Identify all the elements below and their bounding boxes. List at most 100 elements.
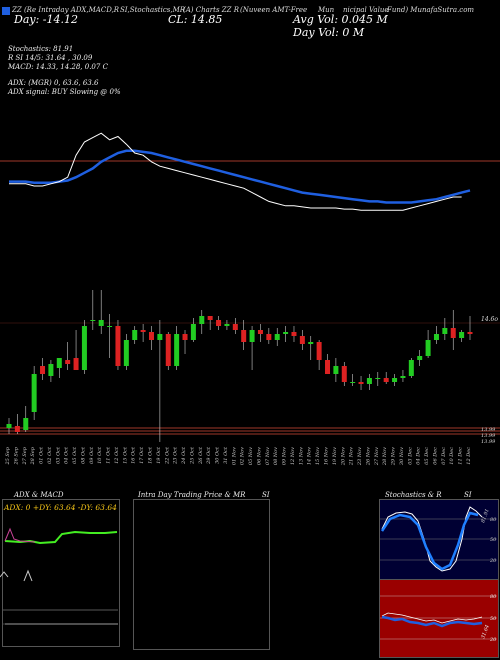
header-fund-name: (Nuveen AMT-Free — [240, 6, 308, 14]
candle-body — [433, 334, 439, 340]
stoch-level-20: 20 — [489, 558, 497, 564]
candle-body — [40, 366, 46, 374]
x-tick-label: 06 Nov — [256, 447, 262, 465]
candle-body — [400, 376, 406, 378]
x-tick-label: 04 Dec — [416, 447, 422, 465]
price-label-low2: 13.99 — [481, 433, 496, 439]
candle-body — [199, 316, 205, 324]
rsi-value-label: 31.64 — [480, 624, 491, 640]
candle-body — [450, 328, 456, 338]
x-tick-label: 08 Nov — [273, 447, 279, 465]
x-tick-label: 26 Sep — [13, 446, 19, 465]
x-tick-label: 01 Nov — [231, 447, 237, 465]
x-tick-label: 15 Nov — [315, 447, 321, 465]
stochastic-fast-line — [9, 132, 462, 211]
candle-body — [23, 418, 29, 430]
header-fund-name-tail: Mun — [318, 6, 335, 14]
candle-body — [165, 334, 171, 366]
adx-panel — [2, 499, 120, 647]
candle-body — [266, 334, 272, 340]
candle-body — [48, 364, 54, 376]
x-tick-label: 05 Dec — [424, 447, 430, 465]
rsi-level-50: 50 — [490, 616, 497, 622]
x-tick-label: 30 Nov — [399, 447, 405, 465]
candle-body — [241, 330, 247, 342]
x-tick-label: 02 Oct — [47, 446, 53, 464]
x-tick-label: 01 Oct — [39, 446, 45, 464]
x-tick-label: 30 Oct — [215, 446, 221, 464]
intraday-panel-suffix: SI — [262, 491, 270, 499]
candle-body — [325, 360, 331, 374]
x-tick-label: 03 Dec — [407, 447, 413, 465]
candle-body — [408, 360, 414, 376]
candle-body — [81, 326, 87, 370]
candle-body — [358, 382, 364, 384]
x-tick-label: 29 Oct — [206, 446, 212, 465]
candle-body — [392, 378, 398, 382]
candle-body — [56, 358, 62, 368]
candle-body — [291, 332, 297, 336]
candle-body — [274, 334, 280, 340]
x-tick-label: 12 Oct — [114, 446, 120, 464]
x-tick-label: 23 Nov — [357, 447, 363, 466]
info-rsi: R SI 14/5: 31.64 , 30.09 — [8, 54, 93, 62]
candle-body — [123, 340, 129, 366]
price-label-upper: 14.6o — [481, 316, 498, 323]
candle-body — [467, 332, 473, 334]
info-macd: MACD: 14.33, 14.28, 0.07 C — [8, 63, 108, 71]
candle-body — [157, 334, 163, 340]
x-tick-label: 06 Dec — [432, 447, 438, 465]
header-fund-sub: Fund) MunafaSutra.com — [387, 6, 475, 14]
x-tick-label: 27 Sep — [22, 446, 28, 465]
adx-white-blip2 — [0, 571, 9, 578]
candle-body — [216, 320, 222, 326]
x-tick-label: 16 Oct — [131, 446, 137, 464]
candle-body — [174, 334, 180, 366]
candle-body — [308, 342, 314, 344]
x-tick-label: 05 Nov — [248, 447, 254, 465]
x-tick-label: 12 Dec — [466, 447, 472, 465]
candle-body — [73, 358, 79, 370]
x-tick-label: 09 Nov — [282, 447, 288, 465]
avg-volume: Avg Vol: 0.045 M — [293, 13, 388, 26]
adx-panel-title: ADX & MACD — [14, 491, 64, 499]
stochastic-slow-line — [9, 149, 471, 204]
price-label-low3: 13.99 — [481, 439, 496, 445]
candle-body — [249, 330, 255, 342]
x-tick-label: 14 Nov — [307, 447, 313, 465]
x-tick-label: 13 Nov — [298, 447, 304, 465]
main-chart: 14.6o 13.99 13.99 13.99 25 Sep 26 Sep 27 S… — [0, 132, 500, 466]
legend-marker — [2, 7, 10, 15]
x-tick-label: 28 Sep — [30, 446, 36, 465]
x-tick-label: 26 Nov — [365, 447, 371, 466]
candle-body — [257, 330, 263, 334]
x-tick-label: 12 Nov — [290, 447, 296, 465]
candle-body — [207, 316, 213, 320]
x-tick-label: 25 Oct — [189, 446, 195, 465]
candle-body — [182, 334, 188, 340]
candle-body — [98, 320, 104, 326]
x-tick-label: 07 Nov — [265, 447, 271, 465]
info-stochastics: Stochastics: 81.91 — [8, 45, 74, 53]
candle-body — [31, 374, 37, 412]
candle-body — [148, 332, 154, 340]
rsi-blue-line — [381, 615, 483, 628]
x-tick-label: 08 Oct — [80, 446, 86, 464]
x-tick-label: 23 Oct — [173, 446, 179, 465]
x-tick-label: 24 Oct — [181, 446, 187, 465]
candle-body — [417, 356, 423, 360]
candle-body — [224, 324, 230, 326]
x-tick-label: 11 Dec — [458, 447, 464, 465]
x-tick-label: 28 Nov — [382, 447, 388, 466]
candle-body — [232, 324, 238, 330]
x-tick-label: 19 Nov — [332, 447, 338, 465]
candle-body — [132, 330, 138, 340]
rsi-level-80: 80 — [490, 594, 497, 600]
candle-body — [14, 426, 20, 432]
intraday-panel — [133, 499, 270, 650]
candle-body — [299, 336, 305, 344]
candle-body — [283, 332, 289, 334]
price-label-low1: 13.99 — [481, 427, 496, 433]
info-adx: ADX: (MGR) 0, 63.6, 63.6 — [8, 79, 99, 87]
candle-body — [425, 340, 431, 356]
